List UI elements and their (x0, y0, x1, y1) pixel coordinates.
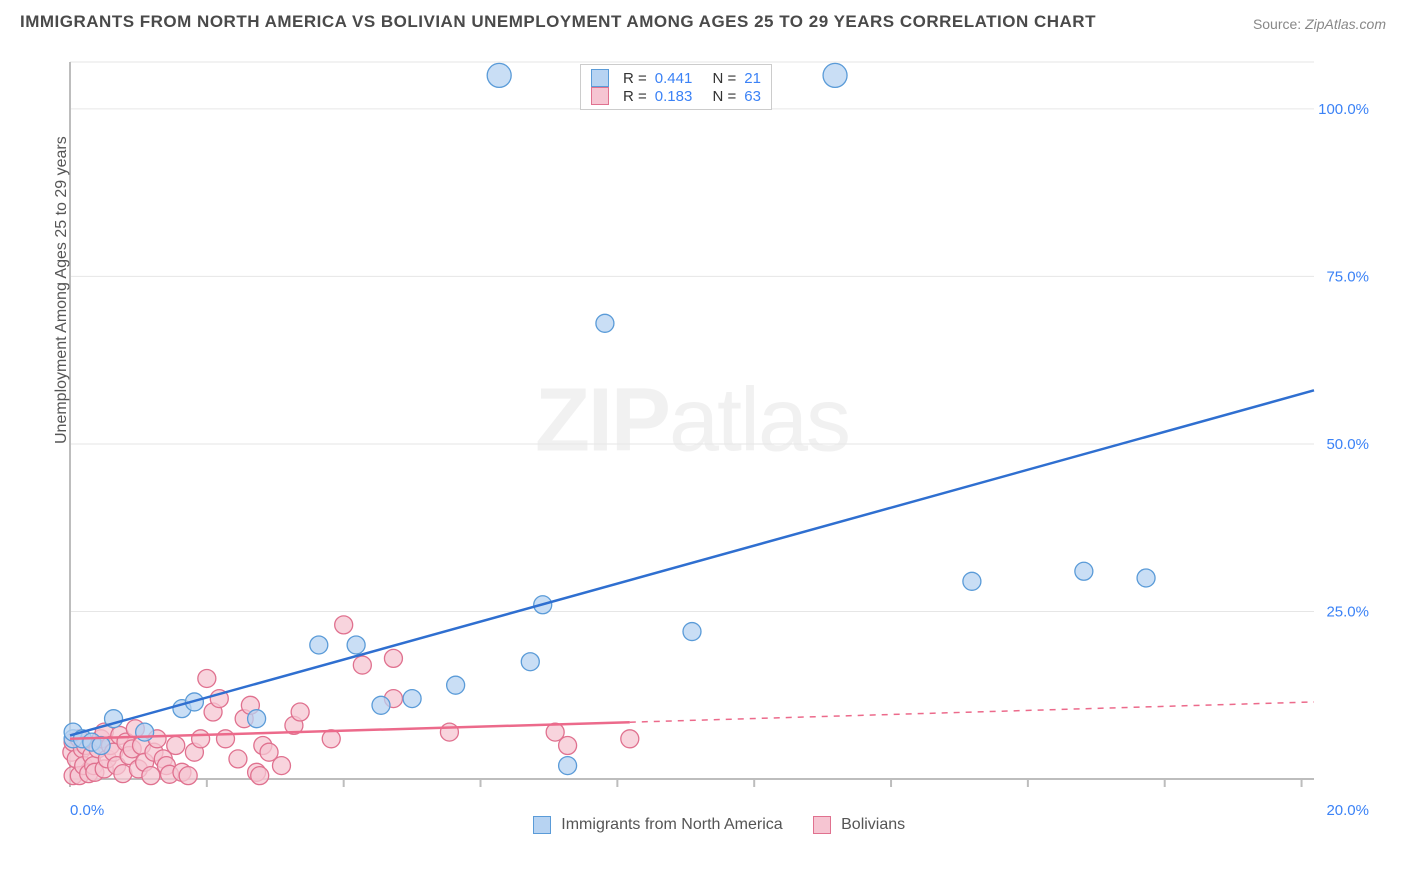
n-value-b: 63 (744, 88, 761, 105)
legend-item-a: Immigrants from North America (533, 816, 783, 834)
legend-item-b: Bolivians (813, 816, 905, 834)
legend-a-label: Immigrants from North America (561, 816, 782, 833)
svg-text:50.0%: 50.0% (1326, 436, 1369, 453)
source-attribution: Source: ZipAtlas.com (1253, 16, 1386, 32)
bottom-legend: Immigrants from North America Bolivians (54, 816, 1384, 834)
y-axis-label: Unemployment Among Ages 25 to 29 years (53, 136, 71, 444)
n-label-b: N = (713, 88, 737, 105)
swatch-a (591, 69, 609, 87)
chart-title: IMMIGRANTS FROM NORTH AMERICA VS BOLIVIA… (20, 12, 1096, 32)
scatter-chart: ZIPatlas0.0%20.0%25.0%50.0%75.0%100.0% (54, 54, 1384, 834)
svg-text:75.0%: 75.0% (1326, 268, 1369, 285)
svg-text:100.0%: 100.0% (1318, 101, 1369, 118)
n-label-a: N = (713, 70, 737, 87)
source-value: ZipAtlas.com (1305, 16, 1386, 32)
svg-text:ZIPatlas: ZIPatlas (535, 371, 849, 471)
n-value-a: 21 (744, 70, 761, 87)
r-value-a: 0.441 (655, 70, 693, 87)
svg-text:25.0%: 25.0% (1326, 603, 1369, 620)
source-label: Source: (1253, 16, 1301, 32)
swatch-a-icon (533, 816, 551, 834)
correlation-legend: R = 0.441 N = 21 R = 0.183 N = 63 (580, 64, 772, 110)
swatch-b (591, 87, 609, 105)
legend-row-a: R = 0.441 N = 21 (591, 69, 761, 87)
swatch-b-icon (813, 816, 831, 834)
r-label-a: R = (623, 70, 647, 87)
plot-area: Unemployment Among Ages 25 to 29 years Z… (54, 54, 1384, 834)
legend-row-b: R = 0.183 N = 63 (591, 87, 761, 105)
r-label-b: R = (623, 88, 647, 105)
r-value-b: 0.183 (655, 88, 693, 105)
legend-b-label: Bolivians (841, 816, 905, 833)
